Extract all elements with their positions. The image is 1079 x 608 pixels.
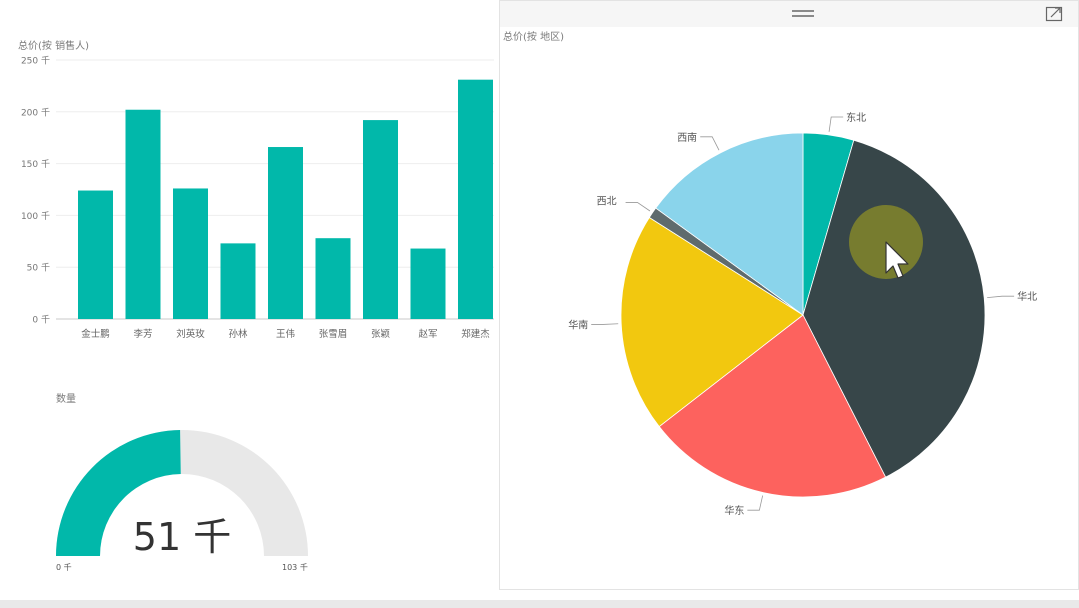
gauge-title: 数量 [56,394,76,405]
bar[interactable] [315,238,351,319]
visual-header [500,1,1078,27]
gauge-max-label: 103 千 [282,562,308,572]
pie-slice-label: 华东 [724,504,744,517]
gauge-fill[interactable] [56,430,181,556]
x-tick-label: 孙林 [228,328,248,340]
bar[interactable] [410,248,446,319]
x-tick-label: 刘英玫 [176,328,205,340]
y-tick-label: 250 千 [21,56,50,67]
y-tick-label: 100 千 [21,211,50,222]
pie-leader-line [625,202,651,212]
pie-slice-label: 东北 [846,111,866,124]
gauge-min-label: 0 千 [56,562,72,572]
y-tick-label: 150 千 [21,159,50,170]
bottom-scroll-strip [0,600,1079,608]
mouse-pointer-icon [885,241,909,279]
bar[interactable] [220,243,256,319]
pie-slice-label: 华北 [1017,290,1037,303]
bar[interactable] [458,79,493,320]
focus-mode-icon[interactable] [1045,5,1065,23]
y-tick-label: 50 千 [27,263,50,274]
pie-slice-label: 西南 [677,131,697,144]
gauge-value: 51 千 [133,515,231,559]
x-tick-label: 赵军 [418,328,437,340]
pie-slice-label: 西北 [597,196,617,208]
bar[interactable] [268,147,303,319]
pie-slice[interactable] [655,132,804,316]
bar[interactable] [78,190,113,319]
x-tick-label: 李芳 [133,328,152,340]
pie-slice-label: 华南 [568,318,588,331]
y-tick-label: 200 千 [21,107,50,118]
pie-leader-line [591,323,619,325]
pie-leader-line [700,136,720,151]
pie-slice[interactable] [802,139,986,478]
x-tick-label: 金士鹏 [81,328,110,340]
pie-leader-line [828,116,844,132]
bar[interactable] [173,188,208,319]
pie-chart-title: 总价(按 地区) [503,32,564,43]
bar[interactable] [125,109,161,319]
bar-chart-title: 总价(按 销售人) [18,41,89,52]
y-tick-label: 0 千 [32,315,50,326]
x-tick-label: 郑建杰 [461,328,490,340]
bar[interactable] [363,120,398,319]
pie-leader-line [747,495,764,511]
x-tick-label: 张雪眉 [319,329,348,340]
pie-leader-line [987,295,1015,298]
pie-slice[interactable] [620,216,804,428]
gauge-chart[interactable]: 51 千 0 千 103 千 [0,400,500,600]
x-tick-label: 张颖 [371,328,391,340]
pie-slice[interactable] [658,314,887,498]
drag-handle-icon[interactable] [791,9,815,19]
x-tick-label: 王伟 [276,328,295,340]
